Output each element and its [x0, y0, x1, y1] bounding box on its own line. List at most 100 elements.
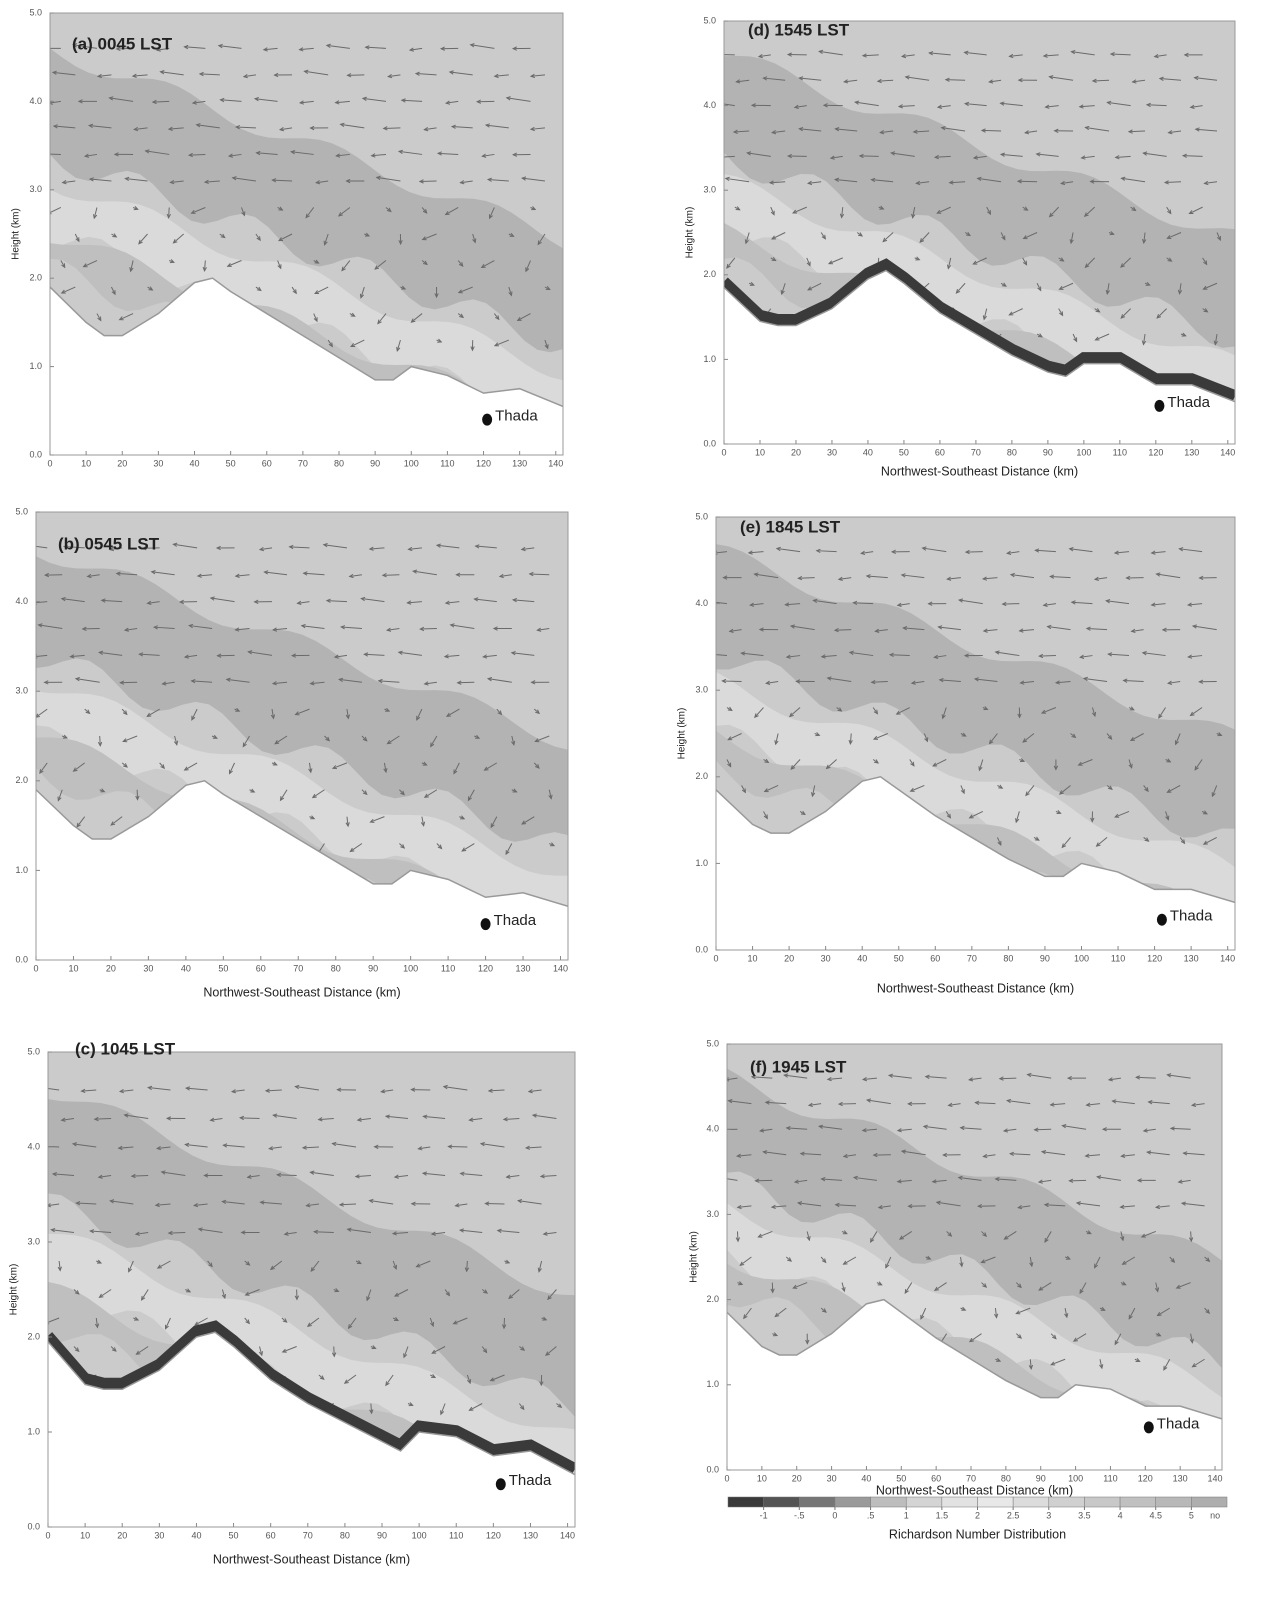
wind-arrow [370, 816, 385, 823]
wind-arrow-head [525, 267, 530, 273]
wind-arrow [861, 551, 874, 554]
wind-arrow [1151, 603, 1166, 606]
wind-arrow [1195, 128, 1218, 132]
wind-arrow-head [276, 1172, 282, 1178]
wind-arrow-head [912, 129, 918, 134]
wind-arrow [444, 1289, 450, 1296]
x-tick-label: 0 [47, 458, 52, 468]
wind-arrow-head [721, 1128, 725, 1131]
wind-arrow-head [988, 739, 994, 745]
wind-arrow [385, 1115, 409, 1119]
wind-arrow-head [870, 679, 876, 685]
wind-arrow-head [258, 546, 265, 552]
wind-arrow [446, 100, 459, 104]
wind-arrow-head [1099, 1364, 1104, 1370]
wind-arrow [973, 257, 987, 265]
wind-arrow-head [392, 1264, 397, 1270]
wind-arrow [263, 47, 278, 51]
wind-arrow-head [124, 176, 130, 182]
wind-arrow [983, 308, 988, 320]
wind-arrow-head [732, 129, 738, 134]
terrain-line [36, 779, 568, 907]
wind-arrow [307, 1317, 320, 1327]
wind-arrow [154, 626, 175, 629]
x-tick-label: 90 [1043, 447, 1053, 457]
wind-arrow-head [100, 788, 106, 793]
wind-arrow [170, 180, 184, 184]
colorbar-tick-label: 4.5 [1149, 1510, 1162, 1520]
wind-arrow [939, 679, 961, 683]
wind-arrow-head [188, 623, 194, 629]
wind-arrow-head [764, 1100, 770, 1105]
wind-arrow-head [198, 71, 204, 77]
wind-arrow [301, 625, 325, 629]
wind-arrow-head [727, 762, 732, 768]
wind-arrow-head [1187, 654, 1193, 659]
wind-arrow [244, 1317, 250, 1324]
wind-arrow-head [421, 236, 427, 241]
colorbar-tick-label: 2.5 [1007, 1510, 1020, 1520]
wind-arrow-head [294, 1084, 300, 1090]
wind-arrow-head [1009, 572, 1015, 578]
wind-arrow-head [60, 289, 66, 294]
colorbar-swatch [763, 1496, 800, 1508]
wind-arrow-head [51, 70, 57, 75]
wind-arrow [260, 1201, 282, 1205]
wind-arrow-head [110, 821, 116, 826]
wind-arrow-head [166, 213, 171, 219]
wind-arrow [934, 1282, 947, 1291]
wind-arrow-head [445, 1291, 451, 1297]
wind-arrow-head [1150, 602, 1156, 607]
wind-arrow-head [798, 76, 804, 81]
y-tick-label: 0.0 [695, 944, 708, 954]
wind-arrow-head [435, 543, 441, 548]
wind-arrow [349, 574, 363, 577]
wind-arrow-head [545, 285, 551, 290]
x-tick-label: 0 [45, 1530, 50, 1540]
wind-arrow [929, 52, 951, 56]
wind-arrow [969, 1077, 982, 1081]
wind-arrow-head [1109, 231, 1115, 236]
wind-arrow-head [900, 53, 907, 59]
wind-arrow-head [932, 762, 938, 767]
wind-arrow [969, 1333, 982, 1343]
y-tick-label: 3.0 [29, 184, 42, 194]
wind-arrow-head [1029, 1262, 1034, 1268]
wind-arrow [1049, 206, 1060, 218]
wind-arrow-head [535, 709, 541, 715]
wind-arrow [763, 77, 786, 81]
wind-arrow [716, 551, 728, 554]
wind-arrow-head [156, 1264, 162, 1269]
wind-arrow [484, 762, 498, 771]
wind-arrow [460, 1172, 483, 1176]
wind-arrow [989, 79, 1002, 83]
wind-arrow [53, 125, 76, 129]
panel-title: (d) 1545 LST [748, 20, 850, 39]
wind-arrow [423, 1115, 446, 1119]
wind-arrow-head [1023, 206, 1029, 211]
wind-arrow-head [98, 650, 104, 655]
wind-arrow [416, 708, 423, 721]
wind-arrow-head [520, 546, 526, 552]
y-tick-label: 1.0 [29, 361, 42, 371]
wind-arrow-head [123, 627, 129, 632]
wind-arrow-head [1158, 713, 1163, 719]
wind-arrow-head [44, 572, 50, 578]
wind-arrow-head [1083, 212, 1089, 218]
wind-arrow-head [1044, 104, 1050, 109]
wind-arrow [431, 1232, 446, 1235]
wind-arrow [408, 547, 422, 550]
wind-arrow [1148, 1101, 1170, 1105]
wind-arrow [194, 1203, 208, 1207]
wind-arrow-head [982, 1153, 988, 1159]
wind-arrow [763, 1151, 787, 1156]
wind-arrow-head [736, 1204, 742, 1210]
wind-arrow-head [217, 43, 223, 49]
wind-arrow-head [439, 46, 445, 51]
wind-arrow-head [982, 628, 988, 633]
wind-arrow-head [423, 793, 429, 798]
wind-arrow-head [772, 1332, 779, 1337]
wind-arrow-head [346, 1227, 352, 1232]
wind-arrow-head [1144, 787, 1149, 793]
wind-arrow [97, 74, 112, 77]
